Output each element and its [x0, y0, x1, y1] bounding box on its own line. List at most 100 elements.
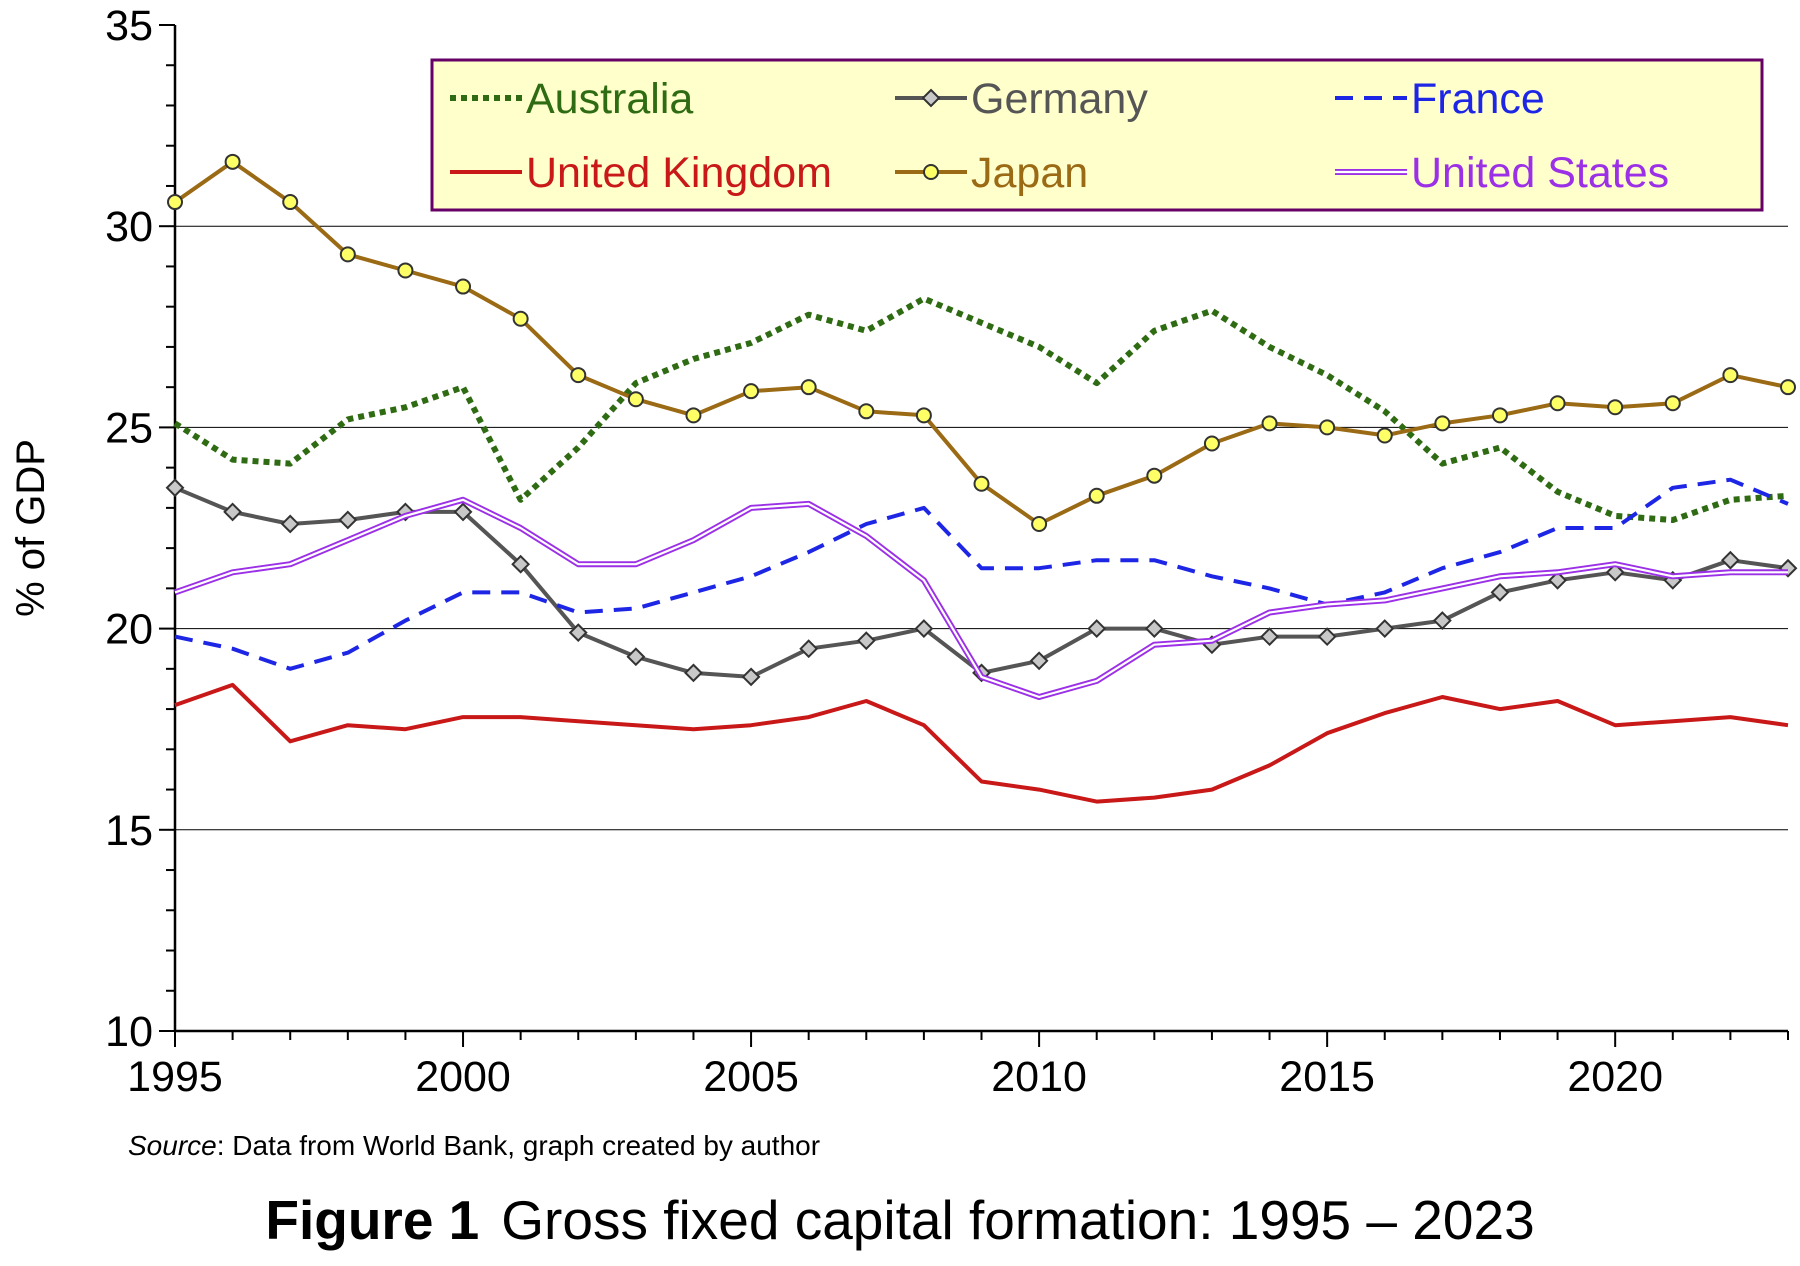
- data-point-circle: [1146, 467, 1163, 484]
- data-point-circle: [397, 262, 414, 279]
- data-point-circle: [800, 379, 817, 396]
- data-point-diamond: [165, 478, 185, 498]
- data-point-diamond: [223, 502, 243, 522]
- data-point-diamond: [856, 631, 876, 651]
- data-point-diamond: [280, 514, 300, 534]
- legend-item-united-states: United States: [1335, 149, 1669, 197]
- series-line: [173, 159, 1789, 526]
- data-point-circle: [1664, 395, 1681, 412]
- figure-number: Figure 1: [265, 1189, 480, 1251]
- figure-title: Gross fixed capital formation: 1995 – 20…: [501, 1189, 1535, 1251]
- data-point-diamond: [1144, 619, 1164, 639]
- legend-box: [430, 58, 1764, 212]
- data-point-diamond: [511, 554, 531, 574]
- legend-label: Australia: [526, 75, 693, 123]
- legend-marker: [923, 164, 939, 180]
- data-point-circle: [1376, 427, 1393, 444]
- x-tick-label: 2000: [415, 1053, 511, 1101]
- legend-item-australia: Australia: [450, 75, 693, 123]
- gridlines: [175, 225, 1788, 831]
- x-tick-label: 2020: [1567, 1053, 1663, 1101]
- legend-item-france: France: [1335, 75, 1545, 123]
- data-point-diamond: [684, 663, 703, 683]
- series-line-inner: [174, 498, 1788, 699]
- source-note: Source: Data from World Bank, graph crea…: [128, 1130, 820, 1162]
- data-point-diamond: [1260, 627, 1279, 647]
- y-tick-label: 25: [105, 404, 153, 452]
- legend: Australia Germany France United Kingdom Japa…: [430, 58, 1764, 212]
- data-point-diamond: [1317, 627, 1337, 647]
- data-point-circle: [1031, 515, 1048, 532]
- series-lines: [165, 153, 1798, 804]
- data-point-circle: [339, 246, 356, 263]
- legend-item-japan: Japan: [895, 149, 1088, 197]
- source-text: : Data from World Bank, graph created by…: [216, 1130, 821, 1161]
- data-point-circle: [1607, 399, 1624, 416]
- data-point-diamond: [1432, 611, 1452, 630]
- data-point-circle: [1722, 367, 1739, 384]
- series-line: [174, 485, 1789, 679]
- data-point-circle: [1088, 487, 1105, 504]
- data-point-circle: [167, 194, 183, 211]
- y-tick-label: 30: [105, 203, 153, 251]
- data-point-circle: [1549, 395, 1566, 412]
- x-tick-label: 2010: [991, 1053, 1087, 1101]
- legend-label: France: [1411, 75, 1545, 123]
- data-point-circle: [282, 194, 299, 211]
- series-france: [174, 477, 1789, 671]
- data-point-circle: [627, 391, 644, 408]
- data-point-circle: [1434, 415, 1451, 432]
- data-point-circle: [743, 383, 760, 400]
- data-point-circle: [224, 153, 241, 170]
- y-axis-title: % of GDP: [9, 439, 53, 617]
- x-tick-label: 2015: [1279, 1053, 1375, 1101]
- data-point-circle: [512, 310, 529, 327]
- data-point-diamond: [338, 510, 358, 530]
- data-point-circle: [973, 475, 990, 492]
- legend-marker: [921, 88, 941, 108]
- y-tick-label: 20: [105, 606, 153, 654]
- data-point-circle: [1780, 379, 1796, 396]
- data-point-diamond: [1375, 619, 1395, 639]
- series-germany: [165, 478, 1798, 687]
- data-point-diamond: [453, 502, 473, 522]
- data-point-diamond: [914, 619, 934, 639]
- x-tick-label: 1995: [127, 1053, 223, 1101]
- legend-item-germany: Germany: [895, 75, 1148, 123]
- legend-item-united-kingdom: United Kingdom: [450, 149, 832, 197]
- series-japan: [167, 153, 1796, 532]
- series-line: [174, 477, 1789, 671]
- legend-label: United Kingdom: [526, 149, 832, 197]
- source-label: Source: [128, 1130, 217, 1161]
- data-point-circle: [1203, 435, 1220, 452]
- series-line: [174, 682, 1789, 804]
- data-point-circle: [455, 278, 472, 295]
- data-point-circle: [1319, 419, 1336, 436]
- data-point-diamond: [741, 667, 761, 687]
- x-tick-label: 2005: [703, 1053, 799, 1101]
- figure-caption: Figure 1 Gross fixed capital formation: 1…: [0, 1188, 1800, 1252]
- data-point-diamond: [1490, 582, 1510, 602]
- series-australia: [173, 295, 1789, 523]
- data-point-diamond: [1087, 619, 1107, 639]
- series-united-states: [174, 496, 1788, 700]
- data-point-circle: [685, 407, 702, 424]
- axes: 10 15 20 25 30 35 1995 2000 2005 2010 2015 2020 % of…: [9, 2, 1789, 1101]
- data-point-circle: [858, 403, 875, 420]
- y-tick-label: 35: [105, 2, 153, 50]
- data-point-diamond: [568, 623, 588, 643]
- data-point-diamond: [1605, 562, 1625, 582]
- data-point-circle: [570, 367, 587, 384]
- y-tick-label: 10: [105, 1008, 153, 1056]
- data-point-diamond: [1548, 570, 1567, 590]
- legend-label: United States: [1411, 149, 1669, 197]
- data-point-diamond: [799, 639, 819, 659]
- data-point-diamond: [1720, 550, 1740, 570]
- series-united-kingdom: [174, 682, 1789, 804]
- legend-label: Japan: [971, 149, 1088, 197]
- y-tick-label: 15: [105, 807, 153, 855]
- data-point-circle: [915, 407, 932, 424]
- data-point-diamond: [1029, 651, 1049, 671]
- data-point-circle: [1261, 415, 1278, 432]
